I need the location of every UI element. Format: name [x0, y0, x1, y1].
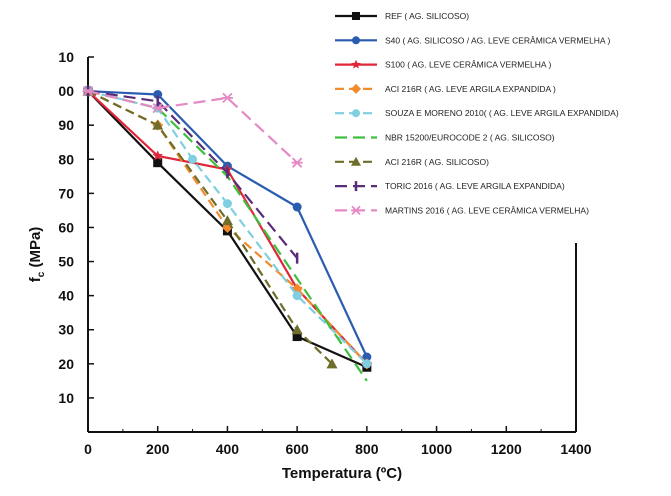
legend-label: MARTINS 2016 ( AG. LEVE CERÂMICA VERMELH… [385, 205, 589, 215]
data-point [152, 150, 163, 161]
y-tick-label: 90 [58, 117, 74, 133]
legend-item: TORIC 2016 ( AG. LEVE ARGILA EXPANDIDA) [335, 181, 565, 192]
series-layer [82, 85, 373, 382]
y-tick-label: 20 [58, 356, 74, 372]
y-axis-title: fc (MPa) [27, 227, 47, 283]
legend-label: S40 ( AG. SILICOSO / AG. LEVE CERÂMICA V… [385, 35, 610, 45]
data-point [221, 92, 233, 104]
legend-item: S40 ( AG. SILICOSO / AG. LEVE CERÂMICA V… [335, 35, 610, 45]
legend-marker [351, 156, 361, 166]
data-point [82, 85, 94, 97]
y-tick-label: 50 [58, 254, 74, 270]
data-point [292, 291, 302, 301]
y-tick-label: 00 [58, 83, 74, 99]
y-axis-title-main: f [27, 276, 44, 282]
x-tick-label: 200 [146, 441, 170, 457]
y-tick-label: 70 [58, 185, 74, 201]
x-tick-label: 600 [285, 441, 309, 457]
x-tick-label: 400 [216, 441, 240, 457]
legend-item: REF ( AG. SILICOSO) [335, 11, 469, 21]
y-tick-label: 10 [58, 390, 74, 406]
data-point [152, 102, 164, 114]
data-point [188, 154, 198, 164]
legend-label: SOUZA E MORENO 2010( ( AG. LEVE ARGILA E… [385, 108, 619, 118]
legend-label: S100 ( AG. LEVE CERÂMICA VERMELHA ) [385, 60, 551, 70]
legend-item: SOUZA E MORENO 2010( ( AG. LEVE ARGILA E… [335, 108, 619, 118]
legend-marker [351, 83, 361, 94]
legend-label: NBR 15200/EUROCODE 2 ( AG. SILICOSO) [385, 133, 555, 143]
data-point [362, 359, 372, 369]
data-point [362, 352, 372, 362]
legend-item: ACI 216R ( AG. SILICOSO) [335, 156, 489, 167]
y-tick-label: 40 [58, 288, 74, 304]
legend-label: ACI 216R ( AG. SILICOSO) [385, 157, 489, 167]
y-tick-label: 30 [58, 322, 74, 338]
data-point [153, 90, 163, 99]
x-tick-label: 1400 [560, 441, 591, 457]
y-tick-label: 60 [58, 219, 74, 235]
data-point [153, 158, 163, 168]
data-point [292, 332, 302, 342]
x-tick-label: 1000 [421, 441, 452, 457]
y-axis-title-unit: (MPa) [27, 227, 44, 272]
legend-label: REF ( AG. SILICOSO) [385, 11, 469, 21]
legend-label: TORIC 2016 ( AG. LEVE ARGILA EXPANDIDA) [385, 181, 565, 191]
legend-label: ACI 216R ( AG. LEVE ARGILA EXPANDIDA ) [385, 84, 556, 94]
series-9 [82, 85, 303, 168]
series-line [87, 90, 298, 259]
legend-marker [351, 59, 361, 69]
legend-item: NBR 15200/EUROCODE 2 ( AG. SILICOSO) [335, 133, 555, 143]
legend-item: ACI 216R ( AG. LEVE ARGILA EXPANDIDA ) [335, 83, 556, 94]
x-tick-label: 800 [355, 441, 379, 457]
data-point [221, 215, 233, 226]
x-tick-label: 1200 [491, 441, 522, 457]
legend-marker [352, 36, 360, 45]
data-point [152, 119, 164, 130]
x-tick-label: 0 [84, 441, 92, 457]
series-line [87, 90, 298, 164]
series-7 [82, 85, 338, 369]
series-line [87, 90, 333, 365]
legend-marker [351, 205, 361, 216]
legend: REF ( AG. SILICOSO) S40 ( AG. SILICOSO / … [335, 11, 619, 215]
data-point [291, 324, 303, 335]
x-axis-title: Temperatura (ºC) [282, 465, 402, 482]
y-tick-label: 80 [58, 151, 74, 167]
axes: 0 200 400 600 800 1000 1200 1400102030405060708… [58, 49, 591, 457]
data-point [326, 358, 338, 369]
legend-marker [352, 12, 360, 20]
legend-item: S100 ( AG. LEVE CERÂMICA VERMELHA ) [335, 59, 551, 70]
data-point [291, 157, 303, 168]
y-axis-title-sub: c [36, 271, 47, 277]
y-tick-label: 10 [58, 49, 74, 65]
data-point [222, 199, 232, 209]
legend-item: MARTINS 2016 ( AG. LEVE CERÂMICA VERMELH… [335, 205, 589, 215]
legend-marker [352, 109, 360, 118]
data-point [292, 202, 302, 212]
